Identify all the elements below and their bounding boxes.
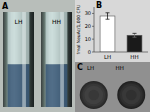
error-bar [106, 13, 110, 19]
tube-photo: LH HH A [0, 0, 75, 112]
photo-background [0, 0, 75, 112]
panel-label: B [96, 1, 102, 10]
tube-highlight [60, 12, 64, 107]
em-background [75, 62, 150, 112]
em-cell [81, 82, 106, 107]
x-tick-label: LH [104, 54, 111, 60]
panel-label: A [2, 2, 9, 11]
em-cell [84, 86, 103, 105]
tube [41, 12, 72, 107]
y-axis [94, 7, 95, 52]
tube-band [46, 64, 68, 107]
tube-light [46, 12, 68, 64]
tube-band [8, 64, 30, 107]
tube-label: LH [15, 18, 23, 25]
em-cell [82, 84, 105, 107]
y-tick-label: 20 [85, 23, 91, 29]
panel-background [75, 0, 150, 62]
em-cell [126, 90, 137, 101]
em-cell [120, 84, 143, 107]
y-tick-label: 10 [85, 36, 91, 42]
em-cell [119, 82, 144, 107]
y-tick-label: 0 [88, 49, 91, 55]
tube-highlight [22, 12, 26, 107]
em-cell [80, 81, 108, 109]
em-cell [88, 90, 99, 101]
error-bar [133, 33, 137, 37]
bar [127, 35, 142, 52]
em-label: HH [116, 65, 124, 71]
plot-area [100, 13, 142, 52]
panel-label: C [77, 63, 83, 72]
x-axis [94, 52, 148, 53]
tube [3, 12, 34, 107]
tube-label: HH [52, 18, 61, 25]
y-tick-label: 30 [85, 10, 91, 16]
bar [100, 16, 115, 52]
em-cell [122, 86, 141, 105]
y-axis-label: fmol NeuAc/1,000 CFU [76, 5, 81, 54]
em-image: C LH HH [75, 62, 150, 112]
em-cell [117, 81, 145, 109]
bar-panel: 0 10 20 30 LH HH fmol NeuAc/1,000 CFU B [75, 0, 150, 62]
tube-light [8, 12, 30, 64]
x-tick-label: HH [130, 54, 138, 60]
figure: LHHHA0102030LHHHfmol NeuAc/1,000 CFUBCLH… [0, 0, 150, 112]
em-label: LH [87, 65, 94, 71]
